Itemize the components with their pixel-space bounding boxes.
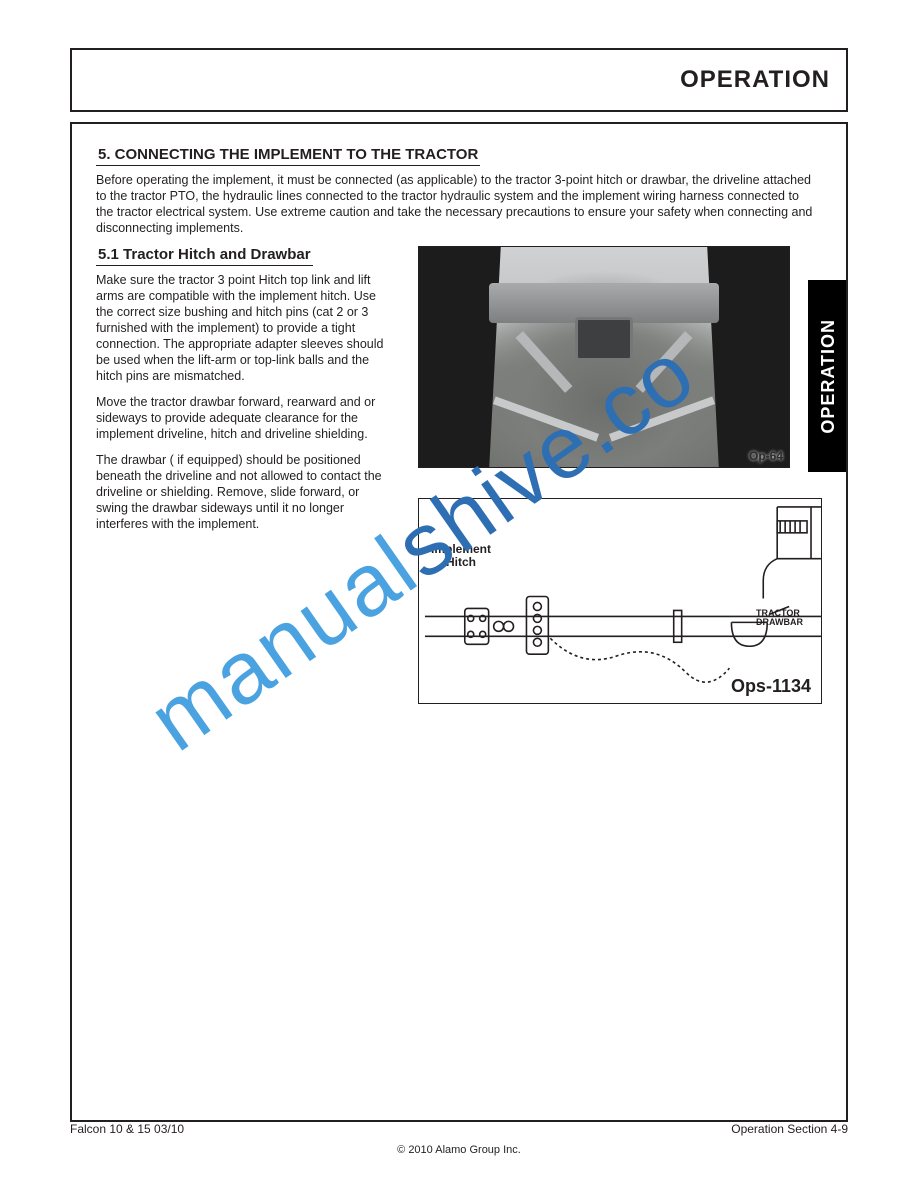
diagram-label-tractor: TRACTORDRAWBAR [756, 609, 803, 628]
footer-left: Falcon 10 & 15 03/10 [70, 1122, 184, 1136]
footer-right: Operation Section 4-9 [731, 1122, 848, 1136]
header-title: OPERATION [680, 66, 830, 94]
page-header: OPERATION [70, 48, 848, 112]
diagram-svg [419, 499, 821, 704]
section-5-1-text: 5.1 Tractor Hitch and Drawbar Make sure … [96, 246, 394, 542]
diagram-label-implement-text: ImplementHitch [431, 542, 491, 569]
section-5-1-para-2: The drawbar ( if equipped) should be pos… [96, 452, 394, 532]
figure-column: Op-64 [418, 246, 822, 704]
section-5-para: Before operating the implement, it must … [96, 172, 816, 236]
diagram-label-implement: ImplementHitch [431, 543, 491, 569]
photo-tire-left [418, 246, 501, 468]
side-tab: OPERATION [808, 280, 848, 472]
diagram-label-tractor-text: TRACTORDRAWBAR [756, 608, 803, 627]
diagram-figure-id: Ops-1134 [731, 676, 811, 697]
section-5-heading: 5. CONNECTING THE IMPLEMENT TO THE TRACT… [96, 146, 480, 166]
photo-pto [575, 317, 633, 361]
section-5-1-para-0: Make sure the tractor 3 point Hitch top … [96, 272, 394, 384]
footer-line: Falcon 10 & 15 03/10 Operation Section 4… [70, 1122, 848, 1136]
section-5-1-para-1: Move the tractor drawbar forward, rearwa… [96, 394, 394, 442]
photo-caption: Op-64 [749, 449, 783, 463]
content-box: OPERATION 5. CONNECTING THE IMPLEMENT TO… [70, 122, 848, 1122]
drawbar-diagram: ImplementHitch TRACTORDRAWBAR Ops-1134 [418, 498, 822, 704]
tractor-hitch-photo: Op-64 [418, 246, 790, 468]
side-tab-label: OPERATION [818, 319, 839, 434]
photo-tire-right [707, 246, 790, 468]
section-5-1-heading: 5.1 Tractor Hitch and Drawbar [96, 246, 313, 266]
section-5-1: 5.1 Tractor Hitch and Drawbar Make sure … [96, 246, 822, 704]
footer-copyright: © 2010 Alamo Group Inc. [0, 1144, 918, 1156]
section-5: 5. CONNECTING THE IMPLEMENT TO THE TRACT… [96, 146, 822, 236]
